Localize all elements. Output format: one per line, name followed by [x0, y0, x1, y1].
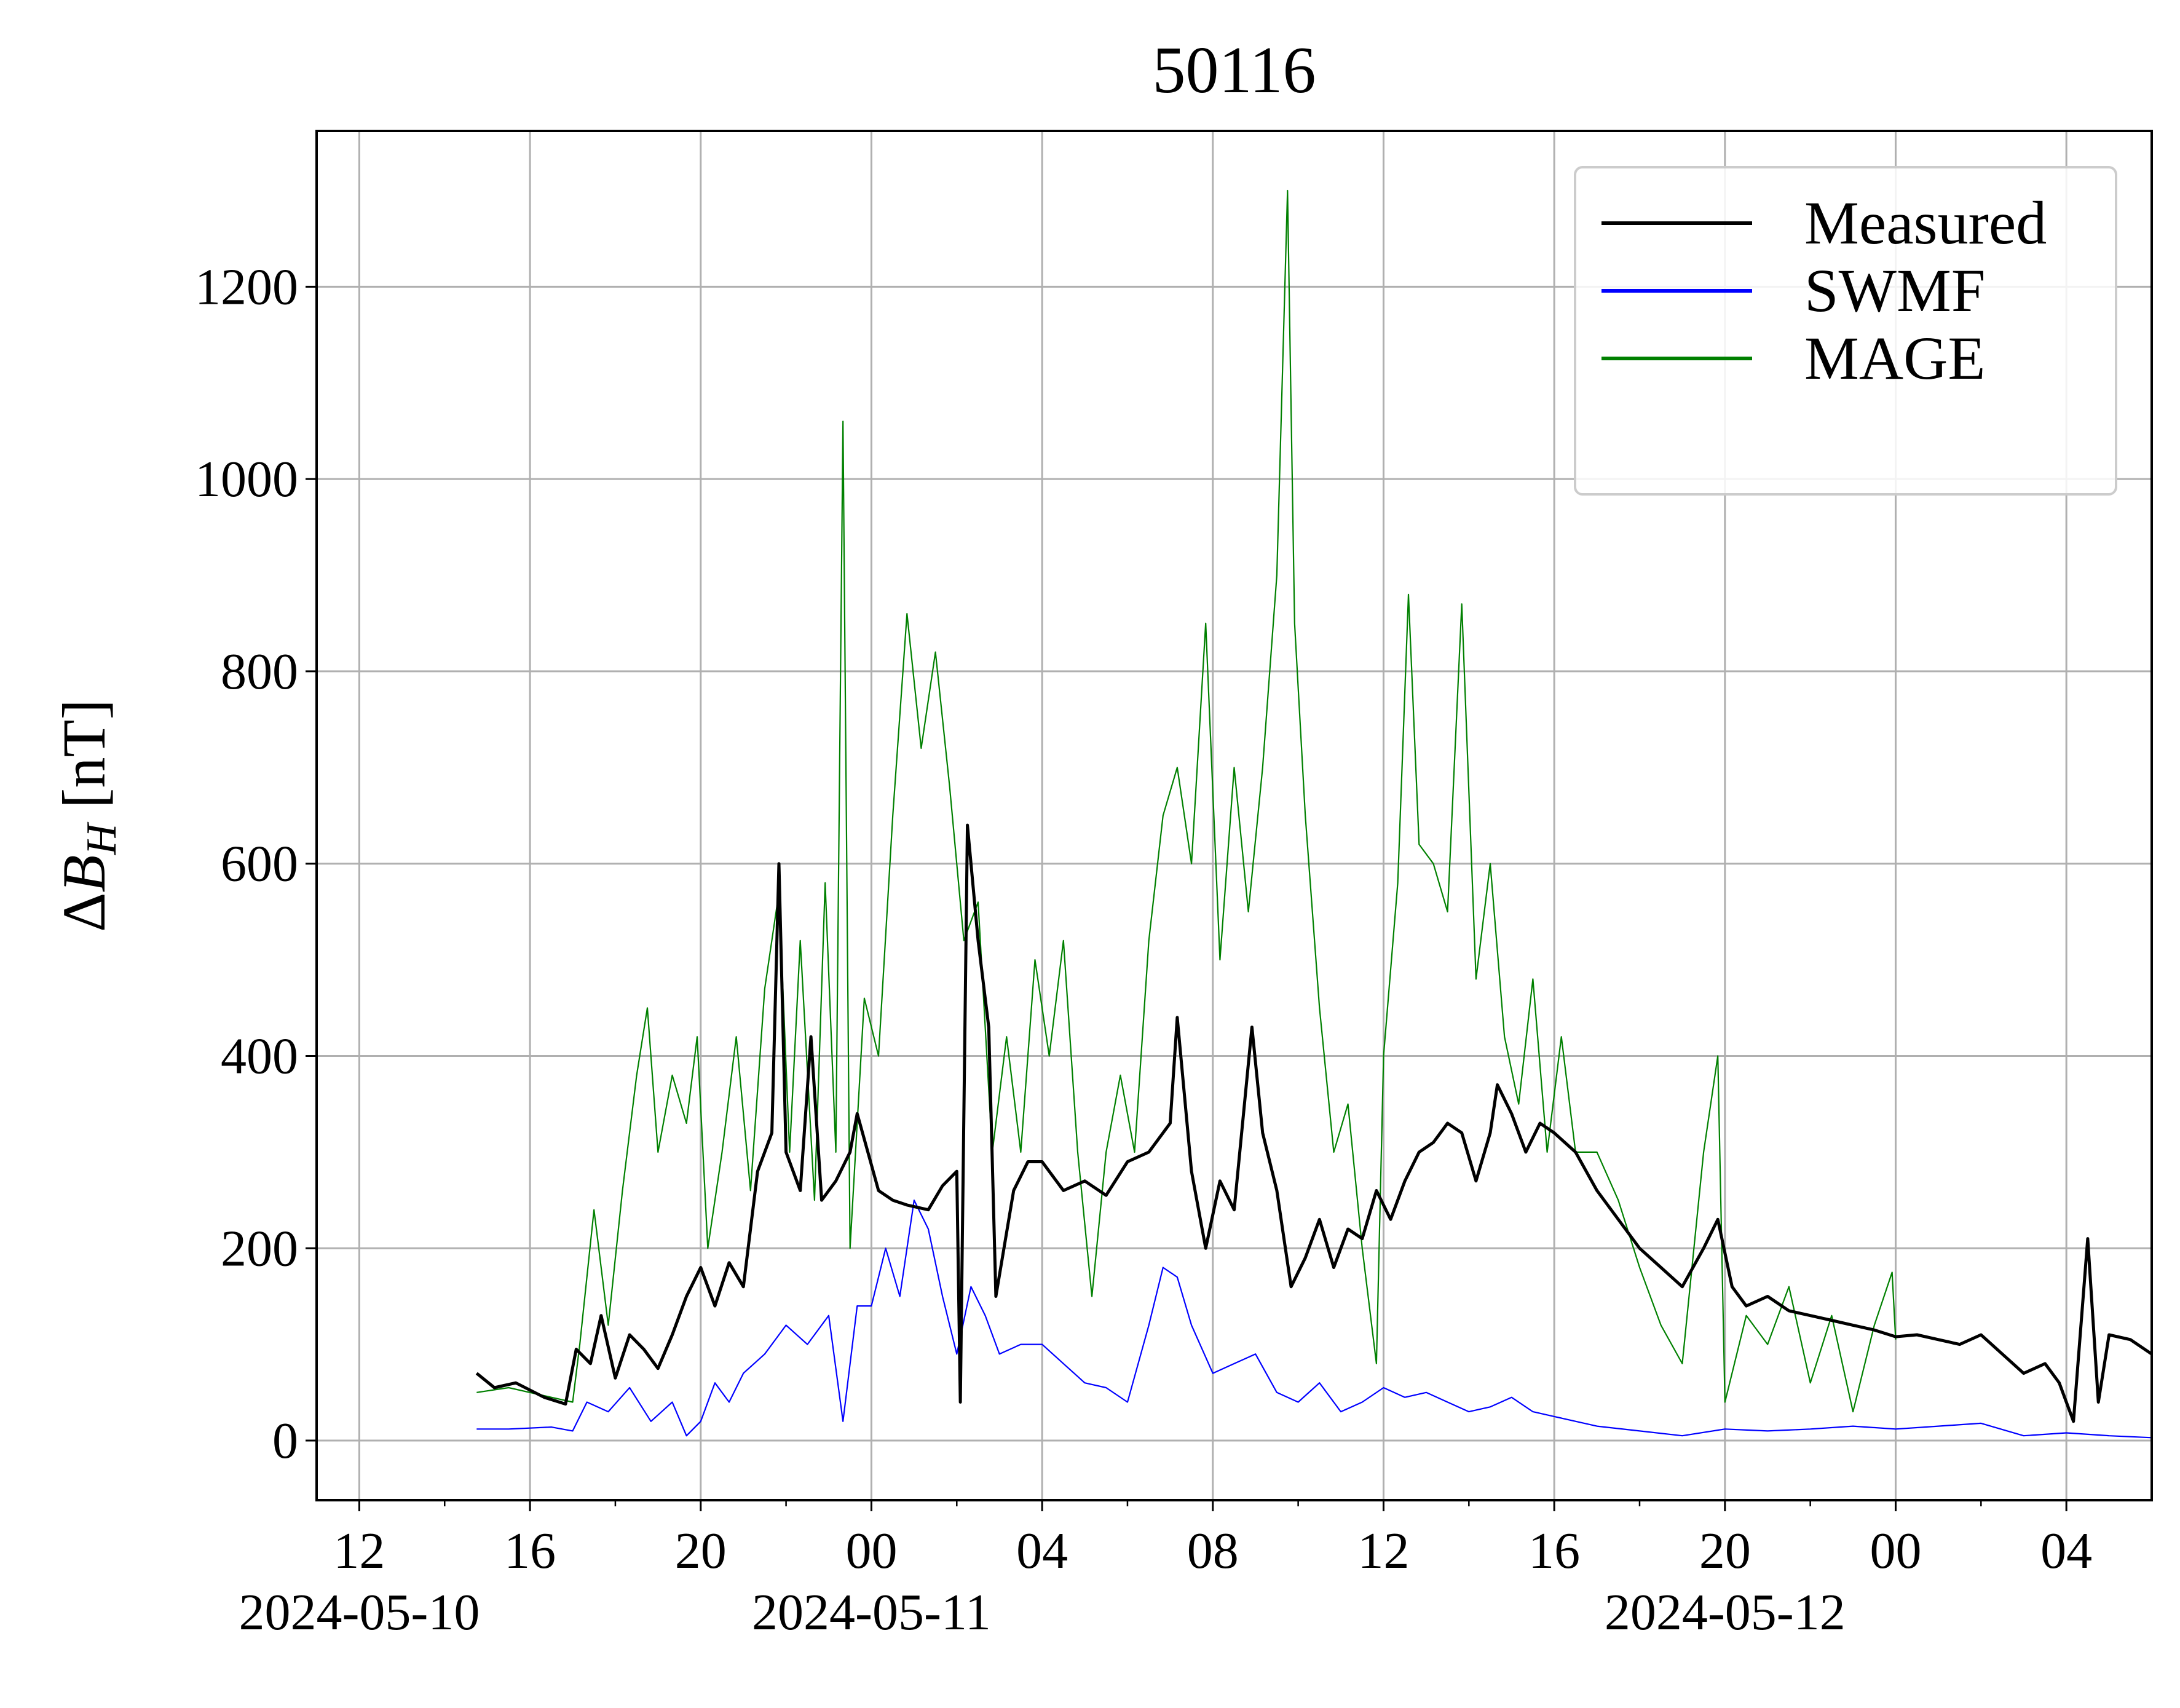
x-tick-label: 04 — [2040, 1522, 2092, 1580]
x-tick-label: 04 — [1016, 1522, 1068, 1580]
legend-label-mage: MAGE — [1804, 324, 1985, 392]
y-axis: 0 200 400 600 800 1000 1200 — [195, 258, 317, 1469]
y-tick-label: 0 — [272, 1412, 298, 1469]
x-tick-label: 20 — [1699, 1522, 1751, 1580]
x-date-label: 2024-05-11 — [752, 1584, 991, 1641]
y-tick-label: 600 — [221, 836, 298, 893]
y-tick-label: 1000 — [195, 451, 298, 508]
series-line-measured — [475, 823, 2153, 1423]
y-axis-label-unit: [nT] — [50, 699, 118, 824]
y-axis-label-symbol: B — [50, 855, 118, 892]
y-tick-label: 1200 — [195, 258, 298, 315]
x-tick-label: 20 — [675, 1522, 727, 1580]
x-tick-label: 12 — [333, 1522, 385, 1580]
x-tick-label: 00 — [1870, 1522, 1921, 1580]
legend-label-measured: Measured — [1804, 189, 2047, 257]
plot-frame — [315, 130, 2153, 1501]
series-line-mage — [476, 189, 1897, 1413]
y-axis-label-subscript: H — [78, 821, 125, 855]
legend-box — [1574, 166, 2117, 496]
y-tick-label: 400 — [221, 1027, 298, 1085]
y-tick-label: 200 — [221, 1220, 298, 1277]
chart-title: 50116 — [1153, 34, 1316, 107]
y-tick-label: 800 — [221, 643, 298, 700]
y-axis-label: ΔBH [nT] — [50, 699, 125, 932]
x-tick-label: 16 — [1528, 1522, 1580, 1580]
series-layer — [475, 189, 2153, 1439]
series-line-swmf — [476, 1199, 2152, 1439]
grid — [317, 131, 2152, 1500]
x-tick-label: 16 — [504, 1522, 556, 1580]
x-date-label: 2024-05-10 — [239, 1584, 480, 1641]
x-tick-label: 00 — [845, 1522, 897, 1580]
x-date-label: 2024-05-12 — [1605, 1584, 1846, 1641]
y-axis-label-delta: Δ — [50, 893, 118, 932]
legend-label-swmf: SWMF — [1804, 256, 1986, 325]
x-tick-label: 12 — [1357, 1522, 1409, 1580]
x-tick-label: 08 — [1187, 1522, 1239, 1580]
